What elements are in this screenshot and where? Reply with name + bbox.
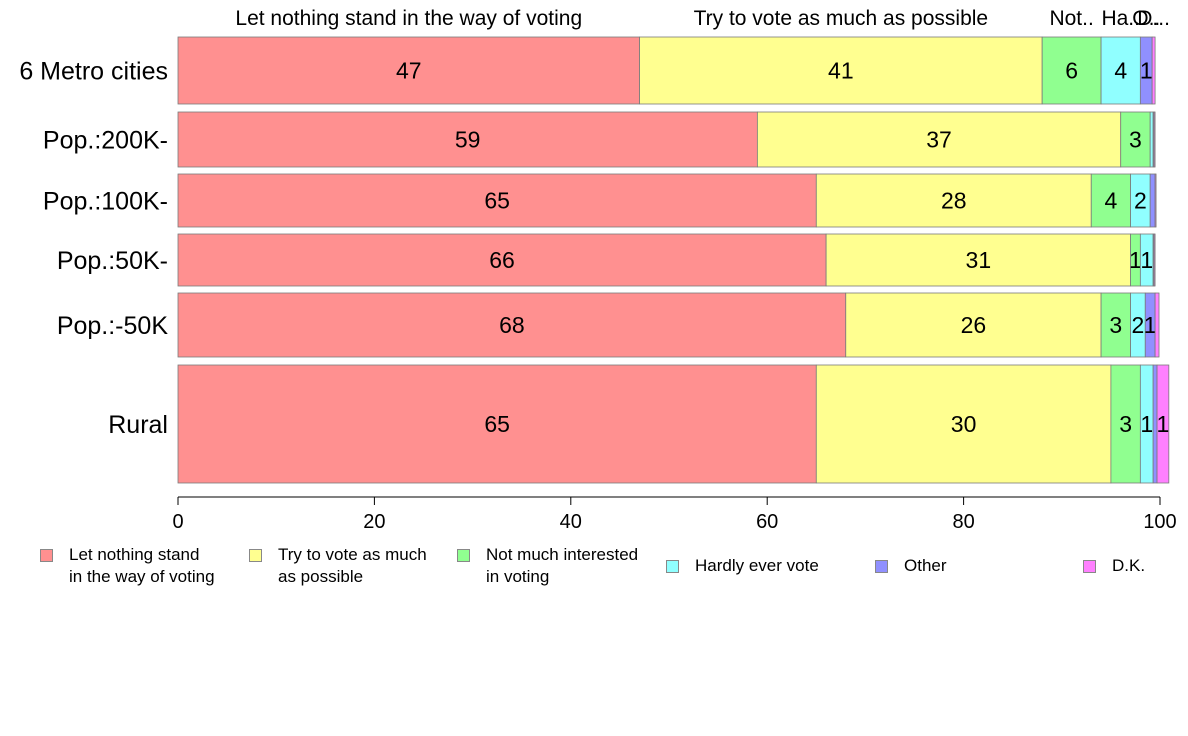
bar-segment [1149,111,1154,168]
bar-segment [1100,36,1141,105]
bar-segment [1153,111,1156,168]
legend-swatch [875,560,888,573]
bar-segment [177,292,847,358]
bar-segment [1153,233,1156,287]
data-label: 2 [1134,188,1147,214]
top-series-label: Let nothing stand in the way of voting [235,7,582,30]
legend-swatch [40,549,53,562]
category-label: Pop.:50K- [57,247,168,275]
legend-item: Not much interested in voting [457,544,638,588]
data-label: 1 [1140,247,1153,273]
legend-item: D.K. [1083,555,1145,577]
bar-segment [1154,173,1157,228]
legend-label: Try to vote as much as possible [278,545,427,586]
category-label: Pop.:100K- [43,188,168,216]
data-label: 2 [1132,312,1145,338]
data-label: 4 [1114,58,1127,84]
legend-swatch [249,549,262,562]
data-label: 28 [941,188,967,214]
bar-segment [845,292,1102,358]
legend-swatch [666,560,679,573]
bar-segment [1110,364,1141,484]
legend-item: Other [875,555,947,577]
legend-label: Let nothing stand in the way of voting [69,545,215,586]
top-series-label: Not.. [1049,7,1093,30]
x-tick-label: 60 [756,511,778,533]
legend-item: Try to vote as much as possible [249,544,427,588]
data-label: 1 [1144,312,1157,338]
bar-segment [177,36,640,105]
x-tick-label: 80 [952,511,974,533]
bar-segment [756,111,1122,168]
legend-label: Other [904,556,947,575]
legend-label: Hardly ever vote [695,556,819,575]
legend-label: D.K. [1112,556,1146,575]
category-label: Pop.:-50K [57,312,169,340]
x-tick-label: 40 [560,511,582,533]
top-series-label: O.. [1132,7,1160,30]
data-label: 30 [951,411,977,437]
data-label: 3 [1109,312,1122,338]
bar-segment [177,233,827,287]
data-label: 41 [828,58,854,84]
data-label: 1 [1129,247,1142,273]
bar-segment [1149,173,1156,228]
bar-segment [1156,364,1170,484]
data-label: 65 [484,411,510,437]
x-tick-label: 100 [1143,511,1176,533]
top-series-label: Try to vote as much as possible [694,7,989,30]
x-tick-label: 20 [363,511,385,533]
data-label: 1 [1140,58,1153,84]
bar-segment [825,233,1131,287]
bar-segment [1100,292,1131,358]
legend-swatch [457,549,470,562]
bar-segment [1151,36,1156,105]
category-label: Rural [108,411,168,439]
bar-segment [1041,36,1102,105]
bar-segment [1120,111,1151,168]
legend-label: Not much interested in voting [486,545,639,586]
data-label: 1 [1157,411,1170,437]
stacked-bar-chart: Let nothing stand in the way of voting Tr… [19,7,1176,533]
chart-legend: Let nothing stand in the way of voting Tr… [0,544,1188,604]
x-tick-label: 0 [172,511,183,533]
data-label: 26 [961,312,987,338]
category-label: Pop.:200K- [43,127,168,155]
bar-segment [177,111,758,168]
top-series-label: Ha.. [1101,7,1140,30]
legend-swatch [1083,560,1096,573]
data-label: 1 [1140,411,1153,437]
bar-segment [1154,292,1160,358]
data-label: 4 [1105,188,1118,214]
bar-segment [815,364,1112,484]
data-label: 3 [1119,411,1132,437]
bar-segment [1090,173,1131,228]
data-label: 37 [926,127,952,153]
data-label: 66 [489,247,515,273]
data-label: 68 [499,312,525,338]
data-label: 47 [396,58,422,84]
legend-item: Hardly ever vote [666,555,819,577]
data-label: 6 [1065,58,1078,84]
bar-segment [177,364,817,484]
data-label: 31 [966,247,992,273]
data-label: 65 [484,188,510,214]
data-label: 3 [1129,127,1142,153]
category-label: 6 Metro cities [19,58,168,86]
legend-item: Let nothing stand in the way of voting [40,544,215,588]
bar-segment [177,173,817,228]
top-series-label: D... [1137,7,1170,30]
data-label: 59 [455,127,481,153]
